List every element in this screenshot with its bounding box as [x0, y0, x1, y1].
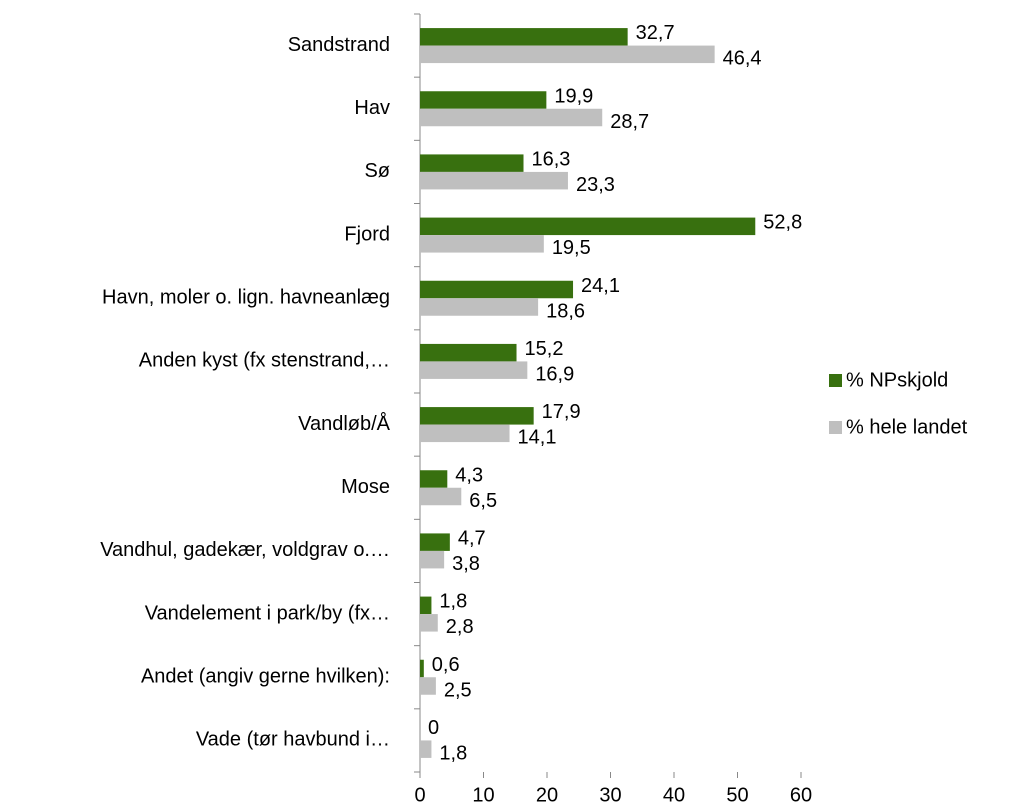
legend-swatch	[829, 374, 842, 387]
bar	[420, 487, 462, 506]
bar	[420, 171, 568, 190]
bar	[420, 361, 528, 379]
data-label: 15,2	[525, 338, 564, 360]
category-label: Anden kyst (fx stenstrand,…	[139, 350, 390, 372]
bar	[420, 45, 715, 64]
data-label: 14,1	[518, 427, 557, 449]
data-label: 28,7	[610, 111, 649, 133]
category-label: Vandelement i park/by (fx…	[145, 602, 390, 624]
bar	[420, 91, 547, 109]
data-label: 17,9	[542, 401, 581, 423]
category-label: Hav	[354, 97, 390, 119]
data-label: 46,4	[723, 48, 762, 70]
bar	[420, 407, 534, 425]
data-label: 4,3	[455, 464, 483, 486]
category-label: Vandløb/Å	[298, 412, 391, 435]
bar	[420, 677, 436, 695]
x-tick-label: 40	[663, 784, 685, 806]
data-label: 52,8	[763, 212, 802, 234]
bar	[420, 614, 438, 632]
data-label: 19,9	[554, 85, 593, 107]
bar	[420, 533, 450, 551]
category-label: Vandhul, gadekær, voldgrav o.…	[100, 539, 390, 561]
bar	[420, 28, 628, 46]
bar	[420, 298, 539, 316]
legend-swatch	[829, 421, 842, 434]
data-label: 1,8	[439, 742, 467, 764]
bar	[420, 659, 424, 678]
legend-label: % hele landet	[846, 416, 968, 438]
data-label: 19,5	[552, 237, 591, 259]
bar	[420, 343, 517, 362]
bar	[420, 424, 510, 443]
x-tick-label: 30	[599, 784, 621, 806]
data-label: 2,5	[444, 679, 472, 701]
x-tick-label: 50	[726, 784, 748, 806]
bar	[420, 740, 432, 758]
data-label: 18,6	[546, 300, 585, 322]
data-label: 4,7	[458, 527, 486, 549]
data-label: 32,7	[636, 22, 675, 44]
data-label: 23,3	[576, 174, 615, 196]
legend-label: % NPskjold	[846, 369, 948, 391]
category-label: Fjord	[344, 223, 390, 245]
data-label: 3,8	[452, 553, 480, 575]
category-label: Vade (tør havbund i…	[196, 729, 390, 751]
data-label: 6,5	[469, 490, 497, 512]
bar	[420, 596, 432, 615]
data-label: 24,1	[581, 275, 620, 297]
bar	[420, 550, 445, 569]
category-label: Sandstrand	[288, 34, 390, 56]
bar	[420, 235, 544, 253]
category-label: Mose	[341, 476, 390, 498]
x-tick-label: 0	[414, 784, 425, 806]
bar	[420, 217, 756, 236]
data-label: 16,3	[532, 148, 571, 170]
data-label: 2,8	[446, 616, 474, 638]
category-label: Sø	[364, 160, 390, 182]
x-tick-label: 10	[472, 784, 494, 806]
x-tick-label: 60	[790, 784, 812, 806]
bar	[420, 470, 448, 488]
data-label: 1,8	[439, 591, 467, 613]
category-label: Havn, moler o. lign. havneanlæg	[102, 287, 390, 309]
x-tick-label: 20	[536, 784, 558, 806]
data-label: 0	[428, 717, 439, 739]
category-label: Andet (angiv gerne hvilken):	[141, 666, 390, 688]
bar	[420, 108, 603, 127]
bar	[420, 280, 574, 299]
data-label: 16,9	[535, 363, 574, 385]
data-label: 0,6	[432, 654, 460, 676]
bar	[420, 154, 524, 172]
